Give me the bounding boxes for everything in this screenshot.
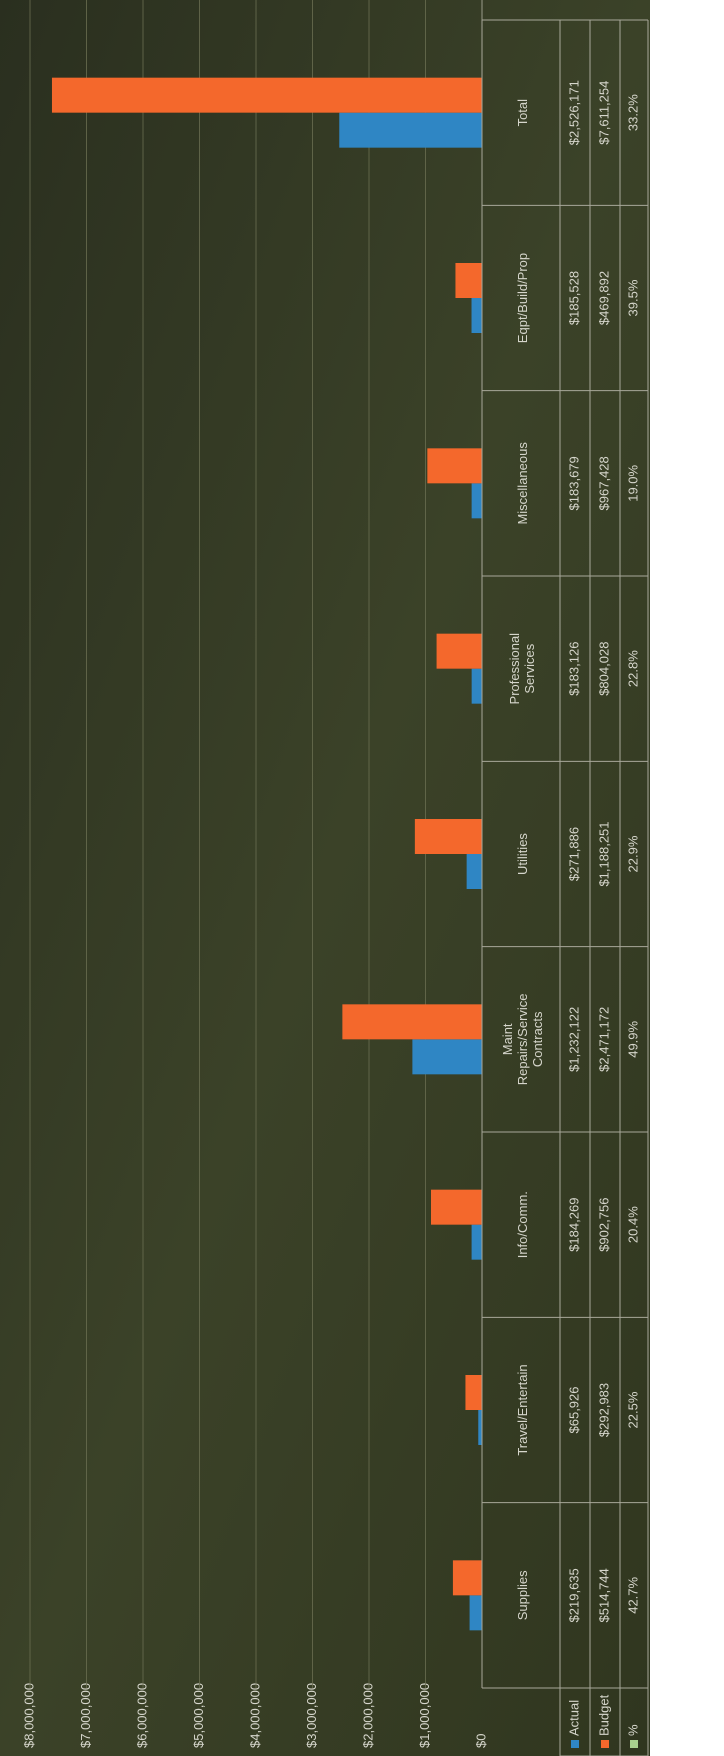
- y-tick-label: $3,000,000: [304, 1683, 319, 1748]
- bar: [471, 298, 483, 333]
- category-cell: Info/Comm.: [484, 1132, 560, 1317]
- bar: [436, 633, 482, 669]
- table-value: $514,744: [596, 1568, 611, 1622]
- y-tick-label: $6,000,000: [134, 1683, 149, 1748]
- table-value: 20.4%: [625, 1206, 640, 1243]
- category-wrap: Info/Comm.: [484, 1132, 560, 1317]
- category-wrap: Travel/Entertain: [484, 1317, 560, 1502]
- category-cell: Supplies: [484, 1503, 560, 1688]
- table-value: $219,635: [566, 1568, 581, 1622]
- legend-key: [630, 1740, 638, 1748]
- table-value: $183,679: [566, 456, 581, 510]
- table-value: $967,428: [596, 456, 611, 510]
- y-tick-label: $1,000,000: [417, 1683, 432, 1748]
- x-tick-label: Professional Services: [507, 632, 537, 705]
- table-value: $804,028: [596, 642, 611, 696]
- y-tick-label: $4,000,000: [247, 1683, 262, 1748]
- bar: [471, 668, 482, 704]
- category-cell: Eqpt/Build/Prop: [484, 205, 560, 390]
- bar: [412, 1039, 482, 1075]
- category-cell: Travel/Entertain: [484, 1317, 560, 1502]
- category-cell: Miscellaneous: [484, 391, 560, 576]
- category-cell: Maint Repairs/Service Contracts: [484, 947, 560, 1132]
- bar: [469, 1595, 483, 1631]
- table-value: $469,892: [596, 271, 611, 325]
- table-value: $2,526,171: [566, 80, 581, 145]
- table-value: 49.9%: [625, 1020, 640, 1057]
- bar: [342, 1004, 482, 1040]
- chart-background: [0, 0, 650, 1756]
- x-tick-label: Info/Comm.: [514, 1191, 530, 1259]
- y-tick-label: $7,000,000: [78, 1683, 93, 1748]
- plot: $0 $1,000,000 $2,000,000 $3,000,000 $4,000,0…: [21, 0, 649, 1756]
- table-value: $271,886: [566, 827, 581, 881]
- table-value: 39.5%: [625, 279, 640, 316]
- category-wrap: Total: [484, 20, 560, 205]
- table-value: $1,232,122: [566, 1007, 581, 1072]
- category-wrap: Miscellaneous: [484, 391, 560, 576]
- category-wrap: Supplies: [484, 1503, 560, 1688]
- x-tick-label: Supplies: [514, 1570, 530, 1621]
- y-tick-label: $5,000,000: [191, 1683, 206, 1748]
- bar: [471, 1224, 483, 1260]
- table-value: $902,756: [596, 1198, 611, 1252]
- table-value: $184,269: [566, 1198, 581, 1252]
- y-tick-label: $0: [473, 1734, 488, 1748]
- bar: [414, 819, 483, 854]
- x-tick-label: Travel/Entertain: [514, 1364, 530, 1456]
- bar: [478, 1410, 482, 1445]
- bar: [452, 1560, 482, 1596]
- bar: [465, 1375, 483, 1410]
- category-wrap: Maint Repairs/Service Contracts: [484, 947, 560, 1132]
- table-value: 22.5%: [625, 1391, 640, 1428]
- category-wrap: Eqpt/Build/Prop: [484, 205, 560, 390]
- table-value: 22.9%: [625, 835, 640, 872]
- legend-label: Budget: [596, 1694, 611, 1736]
- y-tick-label: $8,000,000: [21, 1683, 36, 1748]
- bar: [51, 77, 483, 113]
- bar: [466, 854, 482, 889]
- x-tick-label: Eqpt/Build/Prop: [514, 252, 530, 344]
- table-value: 22.8%: [625, 650, 640, 687]
- category-cell: Utilities: [484, 761, 560, 946]
- bar: [455, 263, 483, 298]
- table-value: $183,126: [566, 642, 581, 696]
- category-wrap: Utilities: [484, 761, 560, 946]
- table-value: $7,611,254: [596, 81, 611, 145]
- table-value: 33.2%: [625, 94, 640, 131]
- table-value: 42.7%: [625, 1576, 640, 1613]
- bar: [430, 1189, 483, 1225]
- bar: [471, 483, 482, 519]
- table-value: $1,188,251: [596, 821, 611, 886]
- category-cell: Total: [484, 20, 560, 205]
- table-value: 19.0%: [625, 464, 640, 501]
- bar: [427, 448, 483, 484]
- legend-label: %: [625, 1724, 640, 1736]
- x-tick-label: Total: [514, 98, 530, 127]
- table-value: $65,926: [566, 1387, 581, 1434]
- x-tick-label: Utilities: [514, 833, 530, 875]
- x-tick-label: Maint Repairs/Service Contracts: [499, 993, 545, 1086]
- table-value: $185,528: [566, 271, 581, 325]
- x-tick-label: Miscellaneous: [514, 442, 530, 525]
- legend-key: [601, 1740, 609, 1748]
- y-tick-label: $2,000,000: [360, 1683, 375, 1748]
- legend-key: [571, 1740, 579, 1748]
- legend-label: Actual: [566, 1700, 581, 1736]
- table-value: $2,471,172: [596, 1007, 611, 1072]
- bar: [339, 112, 482, 148]
- table-value: $292,983: [596, 1383, 611, 1437]
- category-cell: Professional Services: [484, 576, 560, 761]
- category-wrap: Professional Services: [484, 576, 560, 761]
